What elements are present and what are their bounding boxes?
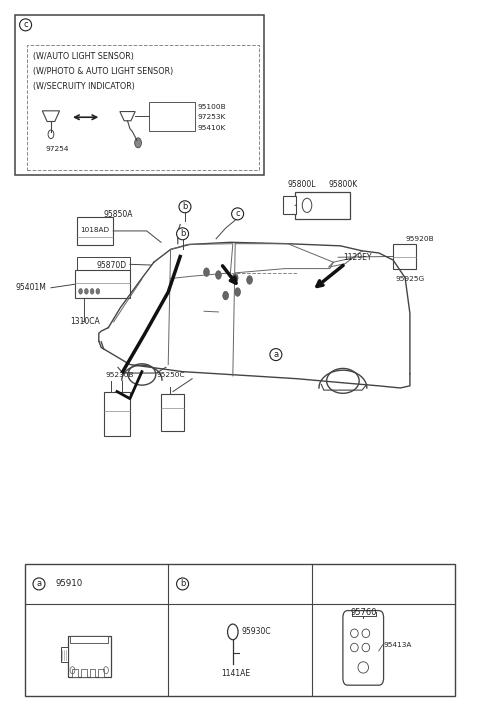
Text: 95870D: 95870D [96,261,127,271]
Text: 1141AE: 1141AE [221,669,250,678]
FancyBboxPatch shape [70,636,108,643]
Text: 95800L: 95800L [288,180,316,189]
FancyBboxPatch shape [77,216,113,245]
Circle shape [96,288,100,294]
Circle shape [79,288,83,294]
Circle shape [235,288,240,296]
FancyBboxPatch shape [149,102,194,132]
Text: 95410K: 95410K [197,125,226,131]
Text: 95920B: 95920B [405,236,434,242]
FancyBboxPatch shape [24,564,456,696]
Circle shape [216,271,221,279]
Text: b: b [180,580,185,588]
Text: (W/AUTO LIGHT SENSOR): (W/AUTO LIGHT SENSOR) [33,53,133,61]
Text: 95850A: 95850A [104,210,133,219]
FancyBboxPatch shape [60,646,68,662]
Text: (W/SECRUITY INDICATOR): (W/SECRUITY INDICATOR) [33,82,134,91]
Circle shape [84,288,88,294]
Text: (W/PHOTO & AUTO LIGHT SENSOR): (W/PHOTO & AUTO LIGHT SENSOR) [33,67,173,76]
Text: 1129EY: 1129EY [343,253,372,262]
Circle shape [204,268,209,276]
Circle shape [232,273,238,282]
FancyBboxPatch shape [77,256,130,272]
Circle shape [247,276,252,284]
Text: 95925G: 95925G [396,276,425,282]
Text: 95930C: 95930C [241,627,271,637]
Text: 95800K: 95800K [328,180,358,189]
FancyBboxPatch shape [343,611,384,685]
Text: 95250C: 95250C [156,372,185,378]
Text: c: c [235,209,240,219]
FancyBboxPatch shape [98,669,104,677]
FancyBboxPatch shape [15,15,264,174]
FancyBboxPatch shape [72,669,78,677]
Text: a: a [36,580,42,588]
FancyBboxPatch shape [27,46,259,170]
Text: 95100B: 95100B [197,103,226,110]
FancyBboxPatch shape [393,244,416,268]
Text: 95413A: 95413A [384,642,412,648]
FancyBboxPatch shape [90,669,96,677]
Text: 95230B: 95230B [106,372,134,378]
Circle shape [223,291,228,300]
FancyBboxPatch shape [75,270,130,298]
Text: 95401M: 95401M [15,283,46,293]
Circle shape [90,288,94,294]
Text: 97253K: 97253K [197,114,226,120]
Text: b: b [182,202,188,211]
FancyBboxPatch shape [161,394,184,431]
Text: b: b [180,229,185,239]
Circle shape [135,138,142,148]
Text: 95760: 95760 [350,607,377,617]
Text: 97254: 97254 [45,145,69,152]
FancyBboxPatch shape [68,636,111,677]
FancyBboxPatch shape [283,196,297,214]
FancyBboxPatch shape [295,192,350,219]
Text: c: c [23,21,28,29]
FancyBboxPatch shape [81,669,87,677]
Text: 1018AD: 1018AD [80,226,109,233]
Text: a: a [273,350,278,359]
FancyBboxPatch shape [104,392,130,436]
Text: 95910: 95910 [56,580,83,588]
Text: 1310CA: 1310CA [70,317,100,325]
